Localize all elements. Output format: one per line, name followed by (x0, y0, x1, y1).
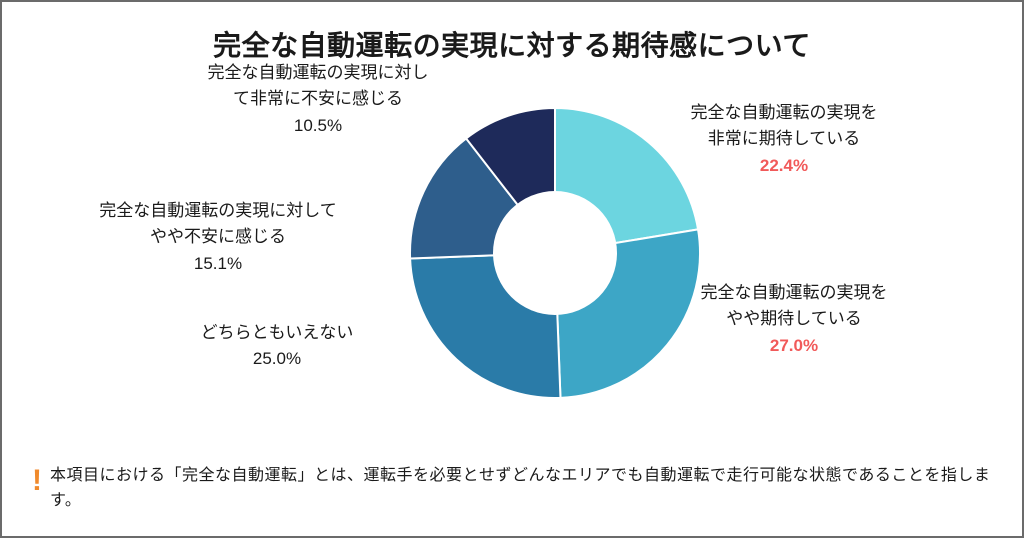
chart-frame: 完全な自動運転の実現に対する期待感について 完全な自動運転の実現を非常に期待して… (0, 0, 1024, 538)
label-line: やや期待している (644, 306, 944, 332)
footnote: ! 本項目における「完全な自動運転」とは、運転手を必要とせずどんなエリアでも自動… (32, 464, 992, 514)
label-line: 非常に期待している (634, 126, 934, 152)
label-line: 完全な自動運転の実現に対して (68, 198, 368, 224)
label-line: 完全な自動運転の実現を (644, 280, 944, 306)
label-pct: 10.5% (168, 113, 468, 139)
label-neutral: どちらともいえない25.0% (127, 320, 427, 373)
label-some_expect: 完全な自動運転の実現をやや期待している27.0% (644, 280, 944, 359)
label-line: 完全な自動運転の実現を (634, 100, 934, 126)
label-very_anxious: 完全な自動運転の実現に対して非常に不安に感じる10.5% (168, 60, 468, 139)
label-pct: 22.4% (634, 153, 934, 179)
exclamation-icon: ! (32, 466, 42, 496)
label-pct: 25.0% (127, 346, 427, 372)
chart-area: 完全な自動運転の実現を非常に期待している22.4%完全な自動運転の実現をやや期待… (2, 72, 1022, 472)
chart-title: 完全な自動運転の実現に対する期待感について (2, 24, 1022, 64)
footnote-text: 本項目における「完全な自動運転」とは、運転手を必要とせずどんなエリアでも自動運転… (50, 464, 992, 514)
label-some_anxious: 完全な自動運転の実現に対してやや不安に感じる15.1% (68, 198, 368, 277)
donut-hole (493, 191, 617, 315)
label-line: やや不安に感じる (68, 224, 368, 250)
label-pct: 27.0% (644, 333, 944, 359)
label-very_expect: 完全な自動運転の実現を非常に期待している22.4% (634, 100, 934, 179)
label-line: 完全な自動運転の実現に対し (168, 60, 468, 86)
label-pct: 15.1% (68, 251, 368, 277)
label-line: て非常に不安に感じる (168, 86, 468, 112)
label-line: どちらともいえない (127, 320, 427, 346)
